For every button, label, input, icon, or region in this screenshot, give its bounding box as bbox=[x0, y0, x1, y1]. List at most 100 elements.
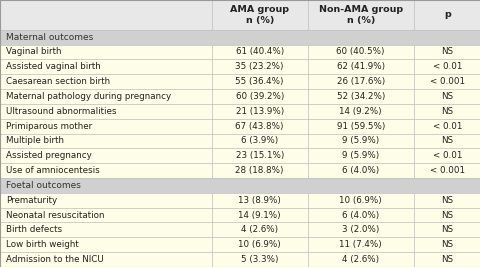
Text: NS: NS bbox=[440, 48, 453, 56]
Text: NS: NS bbox=[440, 107, 453, 116]
Text: 9 (5.9%): 9 (5.9%) bbox=[341, 136, 379, 146]
Text: 10 (6.9%): 10 (6.9%) bbox=[339, 196, 381, 205]
Text: NS: NS bbox=[440, 136, 453, 146]
Text: 67 (43.8%): 67 (43.8%) bbox=[235, 121, 283, 131]
Bar bbox=[413, 89, 480, 104]
Text: Birth defects: Birth defects bbox=[6, 225, 62, 234]
Text: Multiple birth: Multiple birth bbox=[6, 136, 64, 146]
Bar bbox=[307, 74, 413, 89]
Text: NS: NS bbox=[440, 196, 453, 205]
Bar bbox=[307, 193, 413, 208]
Bar bbox=[413, 148, 480, 163]
Bar bbox=[0, 134, 211, 148]
Bar bbox=[211, 0, 307, 30]
Bar bbox=[307, 163, 413, 178]
Text: 61 (40.4%): 61 (40.4%) bbox=[235, 48, 283, 56]
Bar bbox=[413, 134, 480, 148]
Bar bbox=[307, 134, 413, 148]
Bar bbox=[0, 45, 211, 59]
Bar bbox=[0, 89, 211, 104]
Bar bbox=[0, 252, 211, 267]
Text: Non-AMA group
n (%): Non-AMA group n (%) bbox=[318, 5, 402, 25]
Bar bbox=[211, 193, 307, 208]
Text: 14 (9.2%): 14 (9.2%) bbox=[339, 107, 381, 116]
Bar bbox=[0, 104, 211, 119]
Text: 4 (2.6%): 4 (2.6%) bbox=[240, 225, 278, 234]
Bar bbox=[307, 148, 413, 163]
Bar bbox=[211, 148, 307, 163]
Text: NS: NS bbox=[440, 211, 453, 219]
Bar bbox=[413, 74, 480, 89]
Text: 52 (34.2%): 52 (34.2%) bbox=[336, 92, 384, 101]
Text: 21 (13.9%): 21 (13.9%) bbox=[235, 107, 283, 116]
Bar bbox=[211, 208, 307, 222]
Bar bbox=[307, 0, 413, 30]
Text: Assisted pregnancy: Assisted pregnancy bbox=[6, 151, 91, 160]
Bar bbox=[0, 148, 211, 163]
Bar bbox=[211, 222, 307, 237]
Text: 62 (41.9%): 62 (41.9%) bbox=[336, 62, 384, 71]
Bar bbox=[413, 104, 480, 119]
Bar bbox=[0, 193, 211, 208]
Bar bbox=[211, 89, 307, 104]
Text: 28 (18.8%): 28 (18.8%) bbox=[235, 166, 283, 175]
Text: Use of amniocentesis: Use of amniocentesis bbox=[6, 166, 99, 175]
Bar bbox=[307, 89, 413, 104]
Text: Assisted vaginal birth: Assisted vaginal birth bbox=[6, 62, 100, 71]
Bar bbox=[413, 45, 480, 59]
Bar bbox=[211, 163, 307, 178]
Bar bbox=[307, 45, 413, 59]
Text: Caesarean section birth: Caesarean section birth bbox=[6, 77, 109, 86]
Bar bbox=[0, 208, 211, 222]
Bar bbox=[0, 163, 211, 178]
Bar bbox=[0, 0, 211, 30]
Text: 6 (3.9%): 6 (3.9%) bbox=[240, 136, 278, 146]
Bar bbox=[0, 30, 480, 45]
Text: 9 (5.9%): 9 (5.9%) bbox=[341, 151, 379, 160]
Text: Maternal pathology during pregnancy: Maternal pathology during pregnancy bbox=[6, 92, 170, 101]
Text: 5 (3.3%): 5 (3.3%) bbox=[240, 255, 278, 264]
Bar bbox=[413, 163, 480, 178]
Text: 3 (2.0%): 3 (2.0%) bbox=[341, 225, 379, 234]
Text: Admission to the NICU: Admission to the NICU bbox=[6, 255, 103, 264]
Text: AMA group
n (%): AMA group n (%) bbox=[230, 5, 288, 25]
Text: NS: NS bbox=[440, 92, 453, 101]
Text: Neonatal resuscitation: Neonatal resuscitation bbox=[6, 211, 104, 219]
Text: 11 (7.4%): 11 (7.4%) bbox=[339, 240, 381, 249]
Bar bbox=[0, 222, 211, 237]
Text: Foetal outcomes: Foetal outcomes bbox=[6, 181, 81, 190]
Text: NS: NS bbox=[440, 255, 453, 264]
Text: 6 (4.0%): 6 (4.0%) bbox=[341, 166, 379, 175]
Text: < 0.001: < 0.001 bbox=[429, 166, 464, 175]
Bar bbox=[0, 74, 211, 89]
Text: Prematurity: Prematurity bbox=[6, 196, 57, 205]
Bar bbox=[211, 74, 307, 89]
Bar bbox=[0, 237, 211, 252]
Bar bbox=[211, 119, 307, 134]
Text: NS: NS bbox=[440, 240, 453, 249]
Bar bbox=[413, 0, 480, 30]
Text: 60 (40.5%): 60 (40.5%) bbox=[336, 48, 384, 56]
Text: 10 (6.9%): 10 (6.9%) bbox=[238, 240, 280, 249]
Bar bbox=[413, 237, 480, 252]
Text: 91 (59.5%): 91 (59.5%) bbox=[336, 121, 384, 131]
Text: < 0.01: < 0.01 bbox=[432, 62, 461, 71]
Bar bbox=[307, 104, 413, 119]
Text: Maternal outcomes: Maternal outcomes bbox=[6, 33, 93, 42]
Text: NS: NS bbox=[440, 225, 453, 234]
Bar bbox=[307, 237, 413, 252]
Bar bbox=[211, 59, 307, 74]
Text: 26 (17.6%): 26 (17.6%) bbox=[336, 77, 384, 86]
Bar bbox=[0, 119, 211, 134]
Bar bbox=[211, 134, 307, 148]
Bar bbox=[413, 208, 480, 222]
Bar bbox=[211, 237, 307, 252]
Bar bbox=[413, 252, 480, 267]
Text: Vaginal birth: Vaginal birth bbox=[6, 48, 61, 56]
Text: p: p bbox=[443, 10, 450, 19]
Bar bbox=[307, 59, 413, 74]
Text: 55 (36.4%): 55 (36.4%) bbox=[235, 77, 283, 86]
Text: < 0.01: < 0.01 bbox=[432, 121, 461, 131]
Text: 6 (4.0%): 6 (4.0%) bbox=[341, 211, 379, 219]
Text: 60 (39.2%): 60 (39.2%) bbox=[235, 92, 283, 101]
